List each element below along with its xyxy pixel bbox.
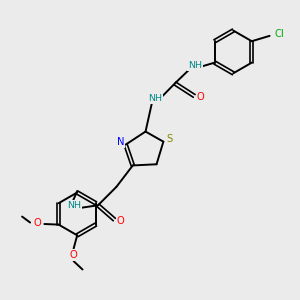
Text: NH: NH [67, 201, 81, 210]
Text: S: S [167, 134, 173, 144]
Text: NH: NH [188, 61, 202, 70]
Text: N: N [116, 137, 124, 147]
Text: O: O [33, 218, 41, 227]
Text: O: O [197, 92, 205, 102]
Text: O: O [70, 250, 77, 260]
Text: Cl: Cl [274, 29, 284, 39]
Text: NH: NH [148, 94, 162, 103]
Text: O: O [117, 216, 125, 226]
